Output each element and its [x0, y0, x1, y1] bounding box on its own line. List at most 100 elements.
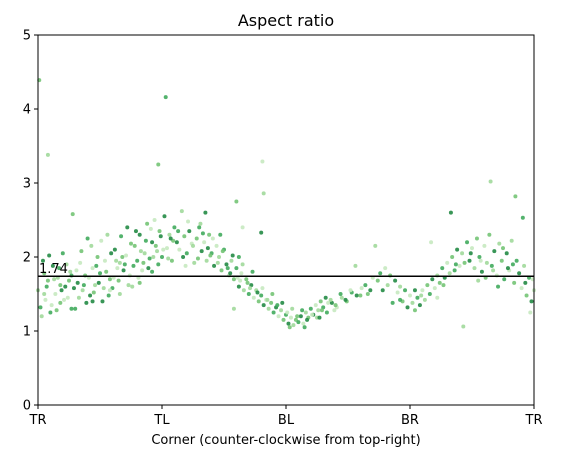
scatter-point — [230, 253, 235, 258]
scatter-point — [225, 266, 230, 271]
scatter-point — [156, 262, 161, 267]
scatter-point — [375, 278, 380, 283]
scatter-point — [105, 232, 110, 237]
y-tick-label: 4 — [23, 103, 31, 118]
scatter-point — [491, 268, 496, 273]
scatter-point — [326, 300, 331, 305]
scatter-point — [489, 263, 494, 268]
scatter-point — [181, 255, 186, 259]
scatter-point — [220, 249, 225, 254]
scatter-point — [333, 303, 338, 308]
scatter-point — [172, 225, 177, 230]
scatter-point — [117, 292, 122, 296]
scatter-point — [161, 247, 166, 252]
scatter-point — [153, 243, 158, 248]
scatter-point — [317, 315, 322, 320]
scatter-point — [287, 325, 292, 330]
scatter-point — [99, 238, 104, 243]
scatter-point — [137, 232, 142, 237]
scatter-point — [461, 324, 466, 329]
scatter-point — [67, 278, 71, 283]
scatter-point — [255, 290, 260, 295]
scatter-point — [94, 263, 99, 268]
scatter-point — [427, 292, 432, 296]
scatter-point — [246, 292, 251, 296]
scatter-point — [207, 232, 212, 237]
scatter-point — [176, 229, 181, 234]
scatter-point — [310, 312, 315, 317]
scatter-point — [488, 179, 493, 184]
scatter-point — [150, 240, 155, 245]
scatter-point — [109, 251, 114, 256]
scatter-point — [106, 293, 111, 298]
chart-title: Aspect ratio — [238, 11, 334, 30]
scatter-point — [354, 293, 359, 298]
scatter-point — [513, 194, 518, 199]
scatter-point — [45, 152, 50, 157]
scatter-point — [64, 262, 69, 267]
scatter-point — [117, 260, 122, 265]
scatter-point — [101, 286, 106, 291]
scatter-point — [96, 280, 101, 285]
scatter-point — [125, 225, 130, 230]
scatter-point — [266, 306, 271, 311]
scatter-point — [191, 243, 195, 248]
scatter-point — [298, 314, 303, 319]
scatter-point — [121, 268, 126, 273]
scatter-point — [156, 162, 161, 167]
scatter-point — [47, 253, 52, 258]
scatter-point — [60, 251, 65, 256]
scatter-point — [198, 221, 203, 226]
scatter-point — [143, 238, 148, 243]
scatter-point — [403, 288, 408, 293]
scatter-point — [214, 243, 219, 248]
scatter-point — [43, 297, 48, 302]
scatter-point — [492, 249, 497, 254]
scatter-point — [78, 260, 83, 265]
scatter-point — [70, 212, 75, 217]
y-axis-ticks: 0 1 2 3 4 5 — [23, 29, 38, 414]
scatter-point — [318, 299, 323, 304]
scatter-point — [50, 263, 55, 268]
scatter-point — [417, 303, 422, 308]
scatter-point — [58, 283, 63, 288]
scatter-point — [363, 283, 368, 288]
scatter-point — [130, 284, 135, 289]
scatter-point — [445, 260, 450, 265]
scatter-point — [265, 297, 270, 302]
scatter-point — [241, 288, 246, 293]
scatter-point — [76, 295, 81, 300]
scatter-point — [270, 292, 275, 296]
scatter-point — [308, 306, 313, 311]
scatter-point — [219, 268, 224, 273]
scatter-point — [40, 258, 45, 263]
scatter-point — [408, 293, 412, 298]
scatter-point — [42, 271, 47, 276]
scatter-point — [52, 277, 57, 282]
scatter-point — [204, 258, 209, 263]
scatter-point — [430, 277, 435, 282]
scatter-point — [373, 243, 378, 248]
scatter-point — [276, 314, 281, 319]
scatter-point — [482, 243, 487, 248]
x-axis-label: Corner (counter-clockwise from top-right… — [151, 433, 420, 448]
scatter-point — [468, 251, 473, 256]
scatter-point — [529, 299, 534, 304]
plot-area-frame — [37, 34, 535, 406]
scatter-point — [437, 280, 442, 285]
scatter-point — [133, 229, 138, 234]
scatter-point — [90, 299, 95, 304]
scatter-point — [510, 262, 515, 267]
scatter-point — [474, 236, 479, 241]
scatter-point — [179, 209, 184, 214]
scatter-point — [296, 320, 301, 325]
scatter-point — [288, 315, 293, 320]
scatter-point — [419, 293, 424, 298]
scatter-point — [348, 288, 353, 293]
scatter-point — [250, 269, 255, 274]
scatter-point — [231, 277, 236, 282]
scatter-point — [177, 247, 182, 252]
scatter-point — [229, 258, 234, 263]
scatter-point — [129, 241, 133, 246]
